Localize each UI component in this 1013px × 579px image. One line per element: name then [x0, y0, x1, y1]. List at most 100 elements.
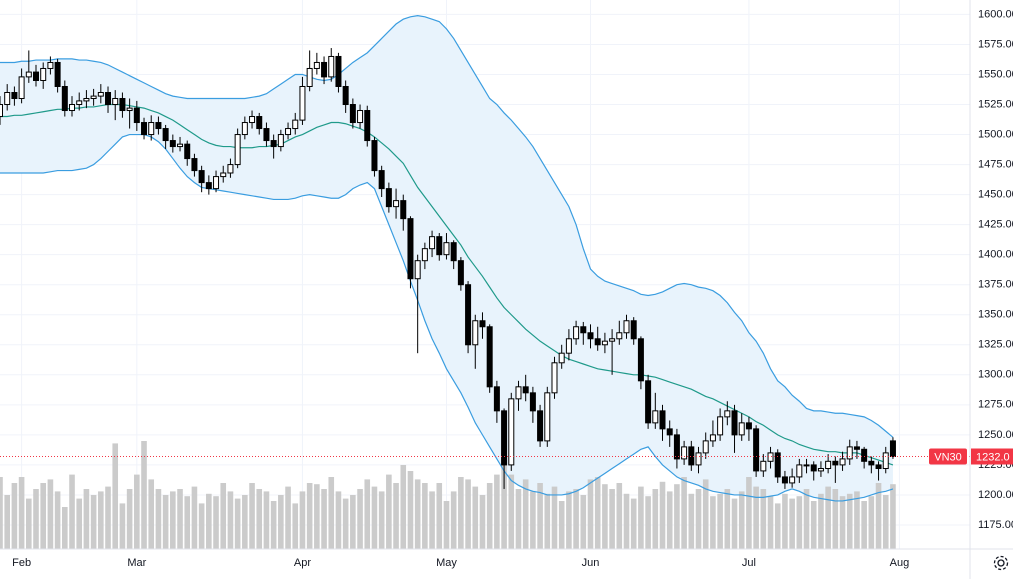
volume-bar: [26, 498, 32, 549]
candle-body: [321, 61, 328, 78]
candle-body: [112, 98, 119, 106]
x-tick-label: May: [436, 557, 457, 569]
volume-bar: [472, 486, 479, 549]
candle-body: [378, 170, 385, 190]
volume-bar: [263, 491, 270, 549]
volume-bar: [285, 486, 291, 549]
candle-body: [256, 116, 263, 130]
candle-body: [479, 320, 486, 328]
volume-bar: [630, 498, 637, 549]
candle-body: [738, 422, 745, 436]
candle-body: [335, 55, 342, 87]
candle-body: [141, 122, 148, 136]
y-tick-label: 1350.00: [978, 309, 1013, 321]
candle-body: [616, 332, 623, 340]
candle-body: [76, 100, 83, 106]
volume-bar: [126, 489, 133, 549]
candle-body: [789, 476, 796, 484]
candle-body: [421, 248, 428, 262]
volume-bar: [494, 474, 500, 549]
volume-bar: [198, 503, 205, 549]
candle-body: [565, 338, 572, 354]
volume-bar: [810, 501, 817, 549]
volume-bar: [753, 486, 759, 549]
candle-body: [846, 446, 853, 460]
candle-body: [594, 338, 601, 346]
candle-body: [551, 362, 558, 394]
candle-body: [832, 460, 839, 466]
volume-bar: [551, 486, 558, 549]
candle-body: [429, 236, 436, 250]
candle-body: [767, 452, 774, 462]
candle-body: [69, 104, 76, 112]
volume-bar: [83, 489, 90, 549]
y-tick-label: 1575.00: [978, 38, 1013, 50]
volume-bar: [746, 477, 752, 549]
candle-body: [796, 464, 803, 478]
candle-body: [861, 448, 868, 462]
candle-body: [544, 392, 551, 442]
volume-bar: [299, 491, 306, 549]
volume-bar: [47, 479, 54, 549]
candle-body: [889, 440, 896, 457]
volume-bar: [652, 489, 659, 549]
candle-body: [25, 71, 32, 78]
volume-bar: [328, 477, 335, 549]
volume-bar: [220, 483, 227, 549]
candle-body: [508, 398, 515, 466]
candle-body: [220, 172, 227, 178]
volume-bar: [364, 479, 371, 549]
volume-bar: [342, 498, 349, 549]
candle-body: [385, 188, 392, 208]
volume-bar: [76, 498, 83, 549]
candle-body: [745, 422, 752, 430]
candle-body: [414, 260, 421, 280]
candle-body: [522, 386, 529, 394]
y-tick-label: 1425.00: [978, 219, 1013, 231]
y-tick-label: 1325.00: [978, 339, 1013, 351]
volume-bar: [890, 484, 896, 549]
candle-body: [241, 122, 248, 136]
candle-body: [652, 410, 659, 424]
candle-body: [349, 104, 356, 124]
volume-bar: [234, 498, 241, 549]
volume-bar: [710, 496, 716, 549]
candle-body: [623, 320, 630, 334]
volume-bar: [522, 479, 529, 549]
upper-band-line: [0, 15, 894, 438]
volume-bar: [796, 496, 803, 549]
candle-body: [285, 128, 292, 136]
candle-body: [61, 85, 68, 112]
volume-bar: [875, 483, 882, 549]
volume-bar: [112, 443, 119, 549]
volume-bar: [566, 491, 572, 549]
volume-bar: [465, 479, 471, 549]
volume-bar: [501, 453, 507, 549]
volume-bar: [90, 495, 97, 549]
volume-bar: [429, 491, 435, 549]
candle-body: [587, 332, 594, 340]
y-tick-label: 1525.00: [978, 98, 1013, 110]
volume-bar: [702, 479, 709, 549]
volume-bar: [292, 503, 299, 549]
volume-bar: [803, 489, 810, 549]
volume-bar: [695, 489, 702, 549]
candle-body: [234, 134, 241, 166]
candle-body: [853, 446, 860, 450]
volume-bar: [213, 496, 219, 549]
candle-body: [688, 446, 695, 466]
volume-bar: [681, 477, 687, 549]
volume-bar: [774, 503, 781, 549]
candle-body: [609, 338, 616, 342]
candle-body: [558, 352, 565, 364]
x-tick-label: Jul: [742, 557, 756, 569]
y-tick-label: 1275.00: [978, 399, 1013, 411]
candle-body: [601, 340, 608, 346]
volume-bar: [393, 483, 399, 549]
candle-body: [465, 284, 472, 346]
y-tick-label: 1400.00: [978, 249, 1013, 261]
x-tick-label: Mar: [127, 557, 146, 569]
volume-bar: [350, 495, 356, 549]
volume-bar: [378, 491, 385, 549]
settings-icon[interactable]: [993, 555, 1009, 571]
